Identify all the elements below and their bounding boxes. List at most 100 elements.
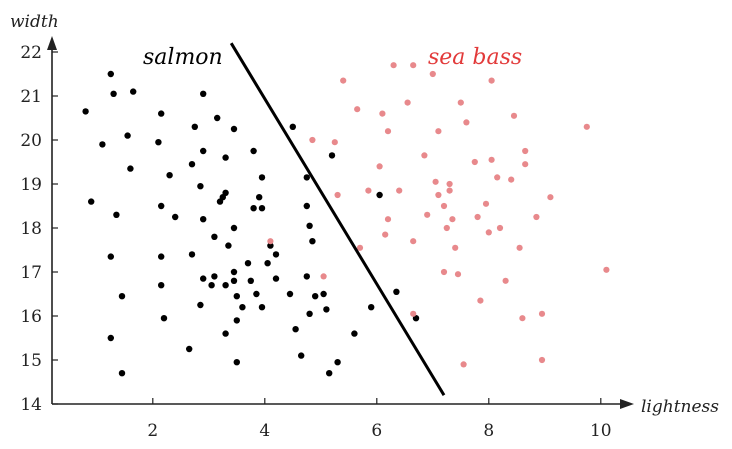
- salmon-point: [323, 306, 330, 313]
- x-tick-label: 4: [259, 421, 270, 441]
- salmon-point: [88, 198, 95, 205]
- x-axis-arrow: [620, 399, 634, 409]
- salmon-point: [230, 125, 238, 133]
- y-tick-label: 15: [20, 351, 42, 371]
- salmon-point: [107, 253, 115, 260]
- sea-bass-point: [477, 297, 484, 304]
- sea-bass-point: [443, 224, 450, 232]
- salmon-point: [303, 174, 310, 181]
- sea-bass-point: [435, 128, 442, 135]
- salmon-point: [233, 317, 240, 324]
- sea-bass-point: [320, 273, 327, 280]
- sea-bass-point: [334, 191, 341, 199]
- sea-bass-point: [432, 178, 439, 185]
- salmon-point: [208, 282, 215, 289]
- sea-bass-point: [519, 315, 526, 322]
- salmon-point: [197, 183, 204, 190]
- salmon-point: [286, 290, 294, 298]
- salmon-point: [368, 304, 375, 311]
- decision-boundary-line: [229, 42, 446, 396]
- sea-bass-point: [452, 244, 459, 251]
- y-tick-label: 18: [20, 219, 42, 239]
- sea-bass-point: [435, 191, 442, 199]
- salmon-point: [158, 282, 165, 289]
- salmon-point: [166, 172, 173, 179]
- salmon-point: [214, 114, 221, 122]
- salmon-point: [233, 359, 240, 366]
- salmon-point: [309, 238, 316, 245]
- sea-bass-point: [496, 224, 504, 232]
- sea-bass-point: [424, 211, 431, 218]
- salmon-point: [258, 174, 266, 181]
- salmon-point: [127, 165, 134, 172]
- sea-bass-label: sea bass: [428, 45, 522, 70]
- salmon-point: [211, 233, 218, 240]
- salmon-point: [306, 222, 313, 229]
- salmon-point: [155, 139, 162, 146]
- salmon-point: [219, 194, 226, 201]
- sea-bass-point: [331, 139, 338, 146]
- salmon-point: [200, 147, 207, 155]
- sea-bass-point: [533, 213, 540, 221]
- sea-bass-point: [488, 77, 495, 84]
- salmon-point: [186, 345, 193, 353]
- sea-bass-point: [410, 62, 417, 69]
- salmon-point: [197, 301, 204, 309]
- sea-bass-point: [440, 268, 448, 276]
- salmon-point: [107, 70, 115, 78]
- sea-bass-point: [379, 110, 386, 117]
- y-axis-label: width: [10, 12, 59, 32]
- salmon-point: [239, 304, 246, 311]
- y-tick-label: 19: [20, 175, 42, 195]
- salmon-point: [191, 123, 198, 130]
- sea-bass-point: [340, 77, 347, 84]
- salmon-point: [82, 108, 89, 115]
- salmon-point: [326, 370, 333, 377]
- x-tick-label: 6: [371, 421, 382, 441]
- salmon-point: [158, 202, 165, 210]
- salmon-point: [289, 123, 296, 130]
- sea-bass-point: [485, 229, 492, 236]
- salmon-point: [250, 147, 257, 155]
- salmon-point: [225, 242, 232, 249]
- sea-bass-point: [463, 119, 470, 126]
- y-tick-label: 21: [20, 87, 42, 107]
- salmon-point: [298, 352, 305, 359]
- sea-bass-point: [421, 152, 428, 159]
- salmon-point: [188, 251, 196, 258]
- sea-bass-point: [474, 213, 481, 221]
- sea-bass-point: [446, 180, 453, 188]
- salmon-point: [250, 205, 257, 212]
- salmon-point: [113, 211, 120, 218]
- axes: [47, 36, 634, 409]
- salmon-point: [211, 273, 218, 280]
- salmon-point: [158, 253, 165, 260]
- salmon-point: [118, 293, 126, 300]
- sea-bass-point: [488, 156, 495, 163]
- sea-bass-point: [396, 187, 403, 194]
- salmon-point: [303, 202, 310, 210]
- sea-bass-point: [482, 200, 490, 207]
- salmon-point: [351, 330, 358, 337]
- salmon-point: [267, 242, 274, 249]
- sea-bass-point: [267, 238, 274, 245]
- sea-bass-point: [390, 62, 397, 69]
- salmon-point: [158, 110, 165, 117]
- y-tick-label: 16: [20, 307, 42, 327]
- salmon-point: [110, 90, 117, 98]
- salmon-point: [264, 260, 271, 267]
- decision-boundary: [229, 42, 446, 396]
- salmon-point: [222, 282, 229, 289]
- salmon-point: [124, 132, 131, 139]
- sea-bass-point: [494, 174, 501, 181]
- sea-bass-point: [516, 244, 523, 251]
- salmon-point: [253, 290, 260, 298]
- salmon-point: [244, 260, 252, 267]
- salmon-point: [222, 154, 229, 161]
- sea-bass-point: [309, 136, 316, 144]
- salmon-point: [328, 152, 336, 159]
- x-tick-label: 10: [590, 421, 612, 441]
- sea-bass-point: [382, 231, 389, 238]
- salmon-point: [200, 90, 207, 98]
